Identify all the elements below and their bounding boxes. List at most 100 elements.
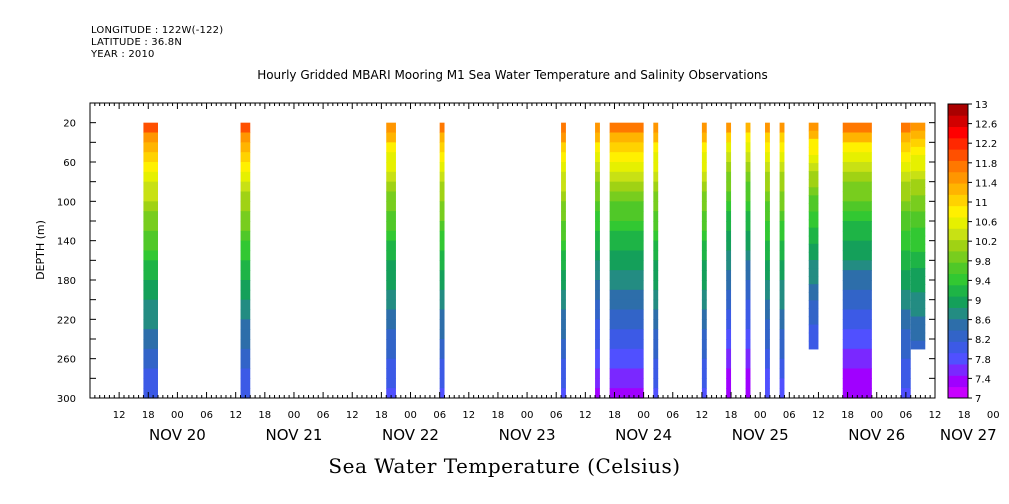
temperature-cell (745, 230, 751, 242)
y-axis-label: DEPTH (m) (34, 220, 47, 280)
observation-column (143, 122, 158, 399)
temperature-cell (561, 142, 566, 153)
temperature-cell (609, 230, 644, 242)
temperature-cell (745, 329, 751, 340)
temperature-cell (808, 146, 819, 156)
colorbar-label: 7.8 (975, 355, 991, 366)
temperature-cell (561, 280, 566, 291)
x-day-label: NOV 20 (149, 426, 206, 444)
temperature-cell (240, 339, 251, 350)
temperature-cell (439, 299, 445, 311)
temperature-cell (143, 299, 158, 311)
temperature-cell (143, 240, 158, 252)
temperature-cell (910, 316, 926, 326)
temperature-cell (143, 319, 158, 330)
temperature-cell (609, 388, 644, 399)
temperature-cell (595, 122, 600, 134)
colorbar-segment (948, 352, 968, 365)
temperature-cell (653, 299, 659, 311)
colorbar-segment (948, 296, 968, 308)
colorbar-segment (948, 364, 968, 376)
temperature-cell (595, 171, 600, 183)
temperature-cell (240, 260, 251, 271)
temperature-cell (595, 230, 600, 242)
x-tick-label: 00 (637, 410, 650, 421)
temperature-cell (745, 260, 751, 271)
temperature-cell (143, 368, 158, 379)
temperature-cell (386, 162, 396, 173)
temperature-cell (745, 250, 751, 261)
temperature-cell (701, 260, 707, 271)
temperature-cell (910, 179, 926, 188)
temperature-cell (561, 339, 566, 350)
colorbar-label: 8.6 (975, 316, 991, 327)
temperature-cell (701, 122, 707, 134)
temperature-cell (842, 309, 872, 320)
temperature-cell (901, 270, 911, 281)
temperature-cell (910, 227, 926, 237)
colorbar-segment (948, 341, 968, 354)
temperature-cell (386, 152, 396, 163)
temperature-cell (609, 299, 644, 311)
temperature-cell (653, 378, 659, 389)
temperature-cell (439, 181, 445, 193)
temperature-cell (910, 308, 926, 318)
temperature-cell (765, 260, 770, 271)
temperature-cell (808, 171, 819, 180)
colorbar-segment (948, 126, 968, 139)
temperature-cell (808, 227, 819, 237)
temperature-cell (745, 240, 751, 252)
temperature-cell (561, 260, 566, 271)
temperature-cell (842, 122, 872, 134)
temperature-cell (240, 132, 251, 143)
temperature-cell (653, 368, 659, 379)
temperature-cell (808, 154, 819, 164)
colorbar-label: 7 (975, 394, 981, 405)
temperature-cell (595, 162, 600, 173)
temperature-cell (143, 388, 158, 399)
temperature-cell (653, 152, 659, 163)
temperature-cell (779, 152, 785, 163)
temperature-cell (745, 142, 751, 153)
temperature-cell (842, 201, 872, 212)
temperature-cell (609, 368, 644, 379)
temperature-cell (386, 142, 396, 153)
colorbar-label: 11.8 (975, 159, 997, 170)
temperature-cell (842, 221, 872, 232)
temperature-cell (653, 191, 659, 202)
temperature-cell (726, 201, 732, 212)
colorbar-label: 12.6 (975, 120, 997, 131)
temperature-cell (595, 240, 600, 252)
temperature-cell (808, 195, 819, 205)
y-tick-label: 20 (63, 119, 76, 130)
temperature-cell (653, 230, 659, 242)
temperature-cell (765, 388, 770, 399)
x-tick-label: 18 (142, 410, 155, 421)
temperature-cell (143, 309, 158, 320)
temperature-cell (808, 163, 819, 172)
temperature-cell (842, 329, 872, 340)
observation-column (609, 122, 644, 399)
temperature-cell (779, 230, 785, 242)
temperature-cell (386, 309, 396, 320)
longitude-label: LONGITUDE : 122W(-122) (91, 25, 224, 36)
temperature-cell (901, 230, 911, 242)
temperature-cell (701, 348, 707, 360)
temperature-cell (779, 348, 785, 360)
temperature-cell (653, 348, 659, 360)
colorbar-label: 7.4 (975, 374, 991, 385)
temperature-cell (240, 171, 251, 183)
x-tick-label: 06 (666, 410, 679, 421)
chart-title: Hourly Gridded MBARI Mooring M1 Sea Wate… (257, 68, 768, 82)
temperature-cell (726, 378, 732, 389)
temperature-cell (765, 181, 770, 193)
temperature-cell (745, 181, 751, 193)
temperature-cell (808, 308, 819, 318)
observation-column (745, 122, 751, 399)
temperature-cell (609, 142, 644, 153)
temperature-cell (561, 171, 566, 183)
temperature-cell (745, 270, 751, 281)
temperature-cell (765, 221, 770, 232)
temperature-cell (701, 358, 707, 370)
temperature-cell (808, 284, 819, 293)
